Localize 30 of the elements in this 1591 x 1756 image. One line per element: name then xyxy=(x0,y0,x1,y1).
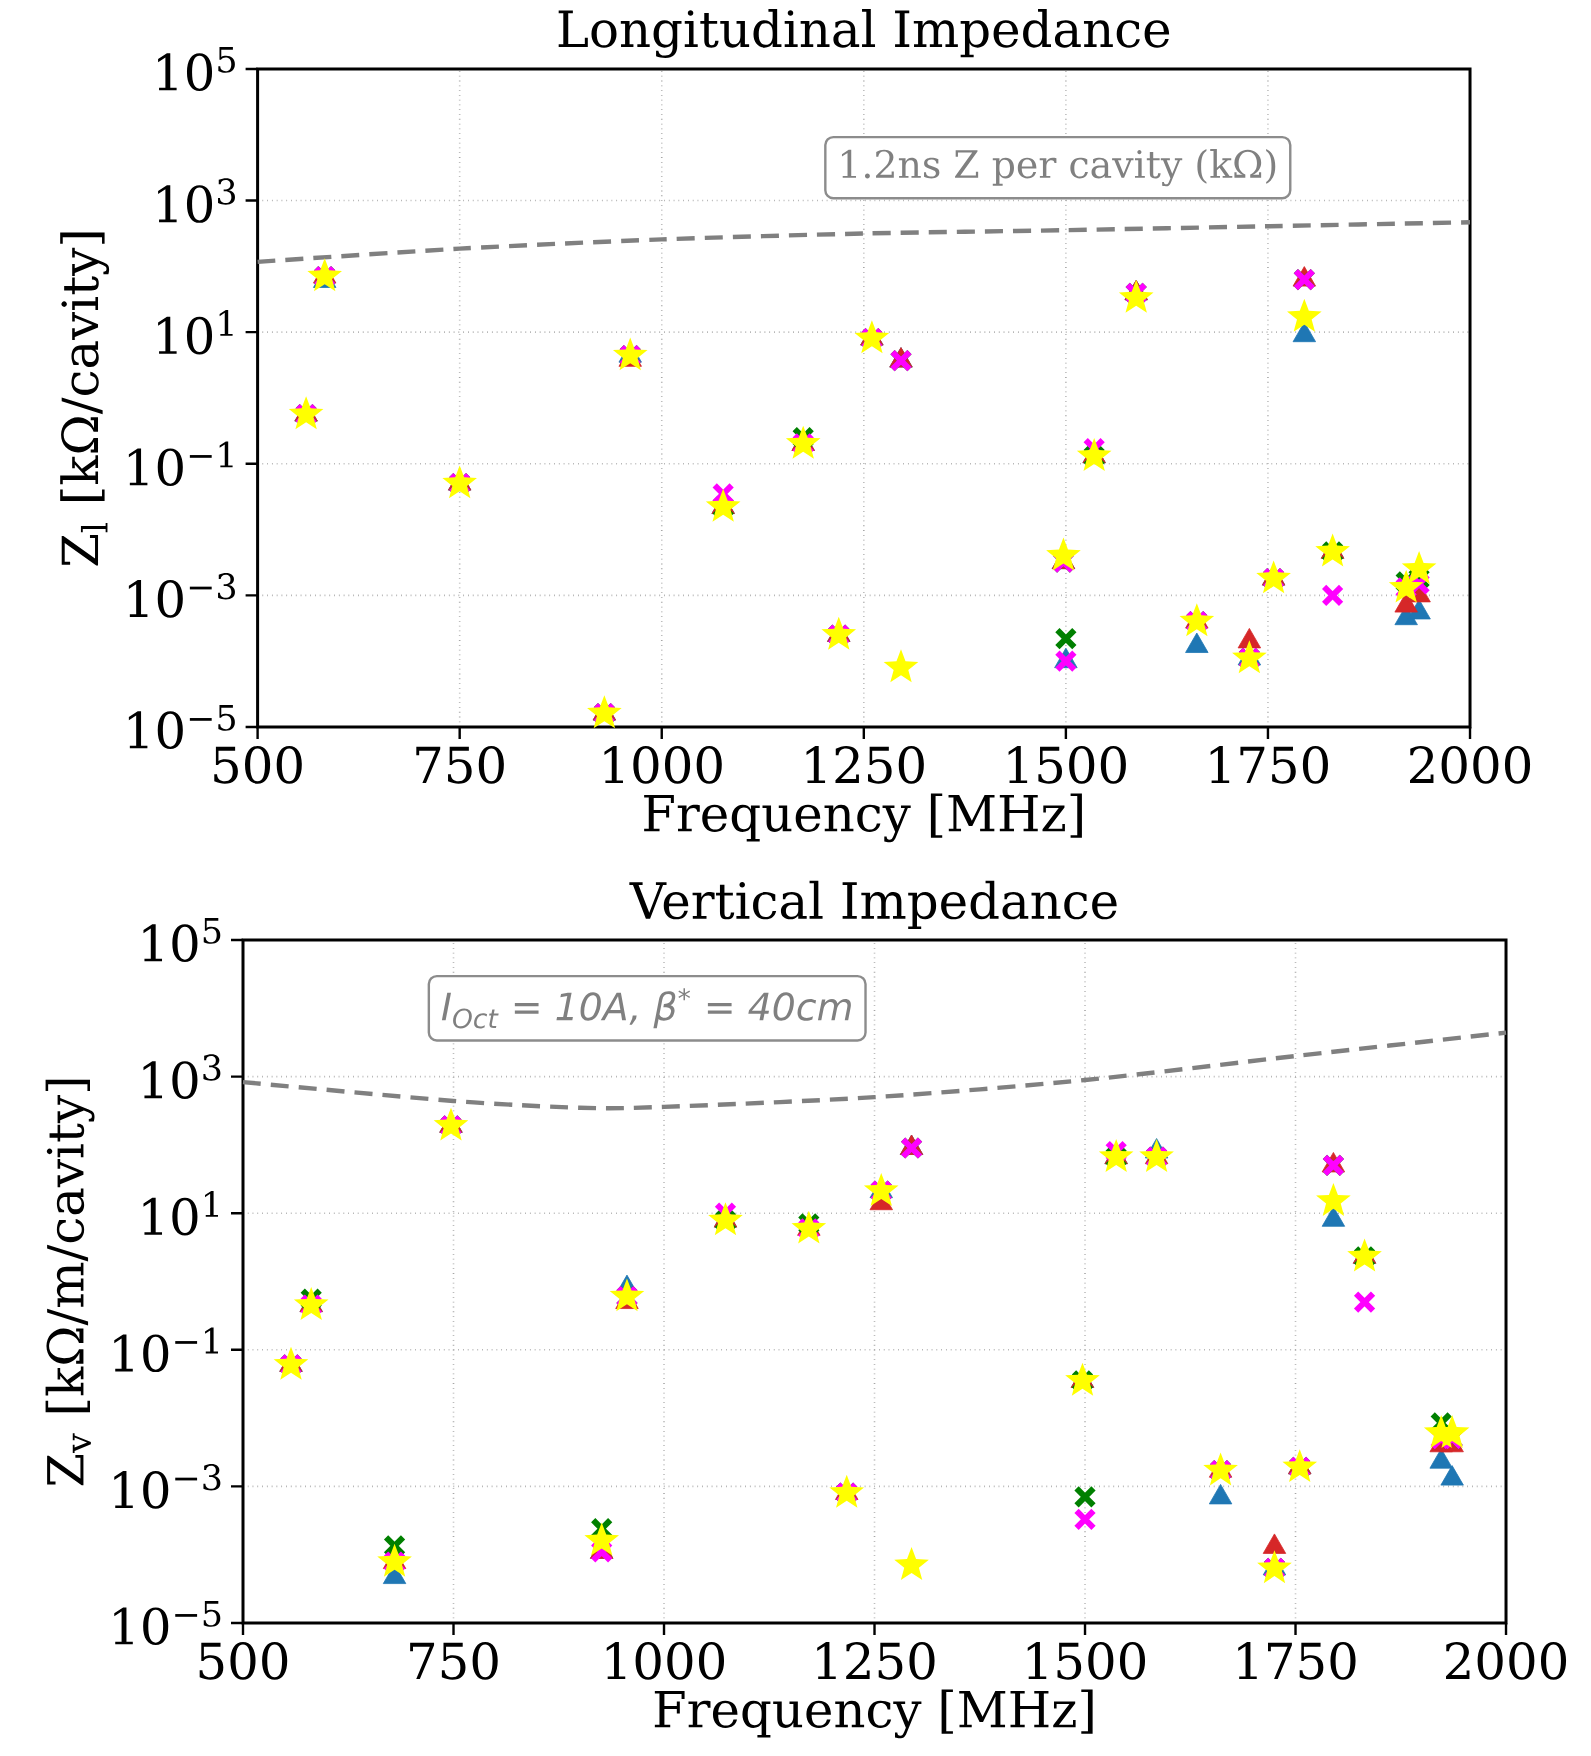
x-tick-label: 2000 xyxy=(1446,1642,1567,1680)
x-tick-label: 1500 xyxy=(1008,746,1126,784)
y-tick-label: 10$^{1}$ xyxy=(158,309,233,355)
x-tick-label: 1250 xyxy=(817,1642,935,1680)
y-axis-title: Z$_{l}$ [kΩ/cavity] xyxy=(60,232,110,566)
x-tick-label: 2000 xyxy=(1410,746,1531,784)
x-tick-label: 750 xyxy=(410,1642,498,1680)
x-tick-label: 1750 xyxy=(1238,1642,1356,1680)
y-tick-label: 10$^{5}$ xyxy=(143,917,221,963)
x-tick-label: 750 xyxy=(416,746,504,784)
chart-title: Vertical Impedance xyxy=(629,880,1117,930)
x-tick-label: 1750 xyxy=(1210,746,1328,784)
x-axis-title: Frequency [MHz] xyxy=(654,1689,1093,1739)
y-axis-title: Z$_{v}$ [kΩ/m/cavity] xyxy=(45,1079,95,1486)
x-tick-label: 1000 xyxy=(604,746,722,784)
x-tick-label: 1250 xyxy=(806,746,924,784)
y-tick-label: 10$^{−1}$ xyxy=(114,1327,218,1373)
annotation: 1.2ns Z per cavity (kΩ) xyxy=(841,149,1276,187)
y-tick-label: 10$^{−3}$ xyxy=(128,573,235,618)
y-tick-label: 10$^{3}$ xyxy=(143,1054,221,1099)
x-tick-label: 1500 xyxy=(1027,1642,1146,1680)
y-tick-label: 10$^{−3}$ xyxy=(114,1464,221,1509)
x-axis-title: Frequency [MHz] xyxy=(644,793,1082,843)
y-tick-label: 10$^{3}$ xyxy=(158,178,235,223)
y-tick-label: 10$^{1}$ xyxy=(143,1190,218,1236)
y-tick-label: 10$^{−1}$ xyxy=(128,441,233,487)
annotation: I$_{Oct}$ = 10A, β$^{*}$ = 40cm xyxy=(441,988,851,1029)
chart-title: Longitudinal Impedance xyxy=(558,9,1170,58)
y-tick-label: 10$^{5}$ xyxy=(158,46,235,92)
x-tick-label: 1000 xyxy=(606,1642,725,1680)
